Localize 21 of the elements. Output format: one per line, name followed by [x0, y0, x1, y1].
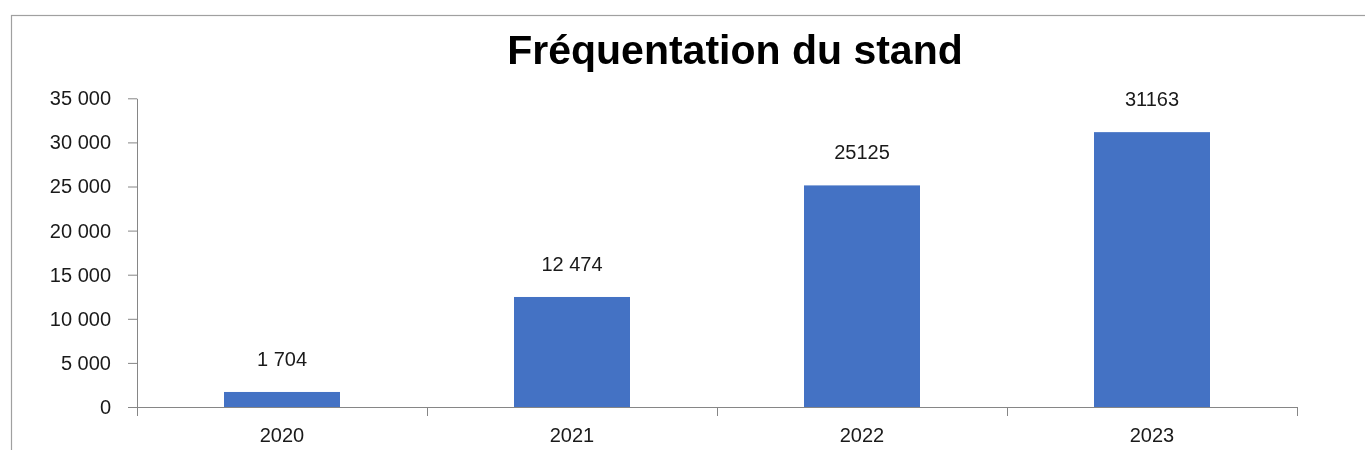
bar — [514, 296, 630, 407]
y-tick-label: 15 000 — [49, 263, 111, 286]
y-tick-label: 25 000 — [49, 175, 111, 198]
x-tick-label: 2021 — [549, 424, 595, 447]
y-tick-label: 30 000 — [49, 131, 111, 154]
data-label: 12 474 — [541, 252, 603, 275]
x-tick-label: 2023 — [1129, 424, 1175, 447]
bar — [804, 185, 920, 407]
y-tick-label: 5 000 — [60, 351, 111, 374]
y-tick-label: 35 000 — [49, 87, 111, 110]
chart-title: Fréquentation du stand — [507, 27, 963, 73]
y-tick-label: 10 000 — [49, 307, 111, 330]
data-label: 1 704 — [256, 347, 308, 370]
data-label: 25125 — [834, 141, 890, 164]
y-tick-label: 20 000 — [49, 219, 111, 242]
x-tick-label: 2022 — [839, 424, 885, 447]
data-label: 31163 — [1124, 88, 1180, 111]
x-tick-label: 2020 — [259, 424, 305, 447]
bar — [1094, 132, 1210, 407]
y-tick-label: 0 — [99, 395, 111, 418]
bar — [224, 391, 340, 407]
